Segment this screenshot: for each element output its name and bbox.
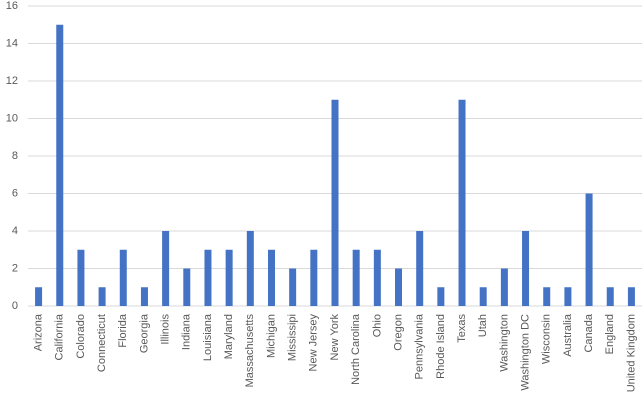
bar (267, 249, 275, 306)
x-tick-label: Ohio (371, 314, 383, 337)
y-tick-label: 4 (12, 225, 18, 237)
bar (416, 231, 424, 306)
y-tick-label: 16 (6, 0, 18, 12)
x-tick-label: Mississipi (287, 314, 299, 361)
bar (437, 287, 445, 306)
x-tick-label: New York (329, 314, 341, 361)
bar (543, 287, 551, 306)
x-tick-label: Australia (562, 313, 574, 357)
bar (183, 268, 191, 306)
bar (204, 249, 212, 306)
x-tick-label: New Jersey (308, 314, 320, 372)
bar (331, 99, 339, 306)
bar (458, 99, 466, 306)
x-tick-label: Washington (498, 314, 510, 372)
x-tick-label: Massachusetts (244, 314, 256, 388)
bar (564, 287, 572, 306)
bar (246, 231, 254, 306)
x-tick-label: Maryland (223, 314, 235, 359)
y-tick-label: 10 (6, 112, 18, 124)
x-tick-label: Georgia (138, 313, 150, 353)
x-tick-label: Utah (477, 314, 489, 337)
x-tick-label: Colorado (75, 314, 87, 359)
bar (522, 231, 530, 306)
bar (373, 249, 381, 306)
bar (225, 249, 233, 306)
x-tick-label: Connecticut (96, 314, 108, 372)
x-tick-label: Indiana (181, 313, 193, 350)
x-tick-label: Washington DC (519, 314, 531, 391)
bar (119, 249, 127, 306)
x-tick-label: North Carolina (350, 313, 362, 385)
y-tick-label: 14 (6, 37, 18, 49)
bar (35, 287, 43, 306)
x-tick-label: United Kingdom (625, 314, 637, 392)
bar (606, 287, 614, 306)
y-tick-label: 6 (12, 187, 18, 199)
bar (310, 249, 318, 306)
x-tick-label: Canada (583, 313, 595, 352)
bar (479, 287, 487, 306)
bar (162, 231, 170, 306)
x-tick-label: Illinois (160, 314, 172, 345)
y-tick-label: 0 (12, 300, 18, 312)
x-tick-label: Louisiana (202, 313, 214, 361)
x-tick-label: California (54, 313, 66, 360)
x-tick-label: Michigan (265, 314, 277, 358)
x-tick-label: England (604, 314, 616, 354)
x-tick-label: Wisconsin (541, 314, 553, 364)
bar (395, 268, 403, 306)
bar (585, 193, 593, 306)
bar (627, 287, 635, 306)
bar (77, 249, 85, 306)
x-tick-label: Florida (117, 313, 129, 348)
bar (352, 249, 360, 306)
x-tick-label: Pennsylvania (414, 313, 426, 379)
x-tick-label: Oregon (392, 314, 404, 351)
y-tick-label: 2 (12, 262, 18, 274)
x-tick-label: Texas (456, 314, 468, 343)
y-tick-label: 8 (12, 150, 18, 162)
bar (98, 287, 106, 306)
bar (140, 287, 148, 306)
x-tick-label: Arizona (32, 313, 44, 351)
x-tick-label: Rhode Island (435, 314, 447, 379)
y-tick-label: 12 (6, 75, 18, 87)
bar (289, 268, 297, 306)
bar (56, 24, 64, 306)
bar (500, 268, 508, 306)
